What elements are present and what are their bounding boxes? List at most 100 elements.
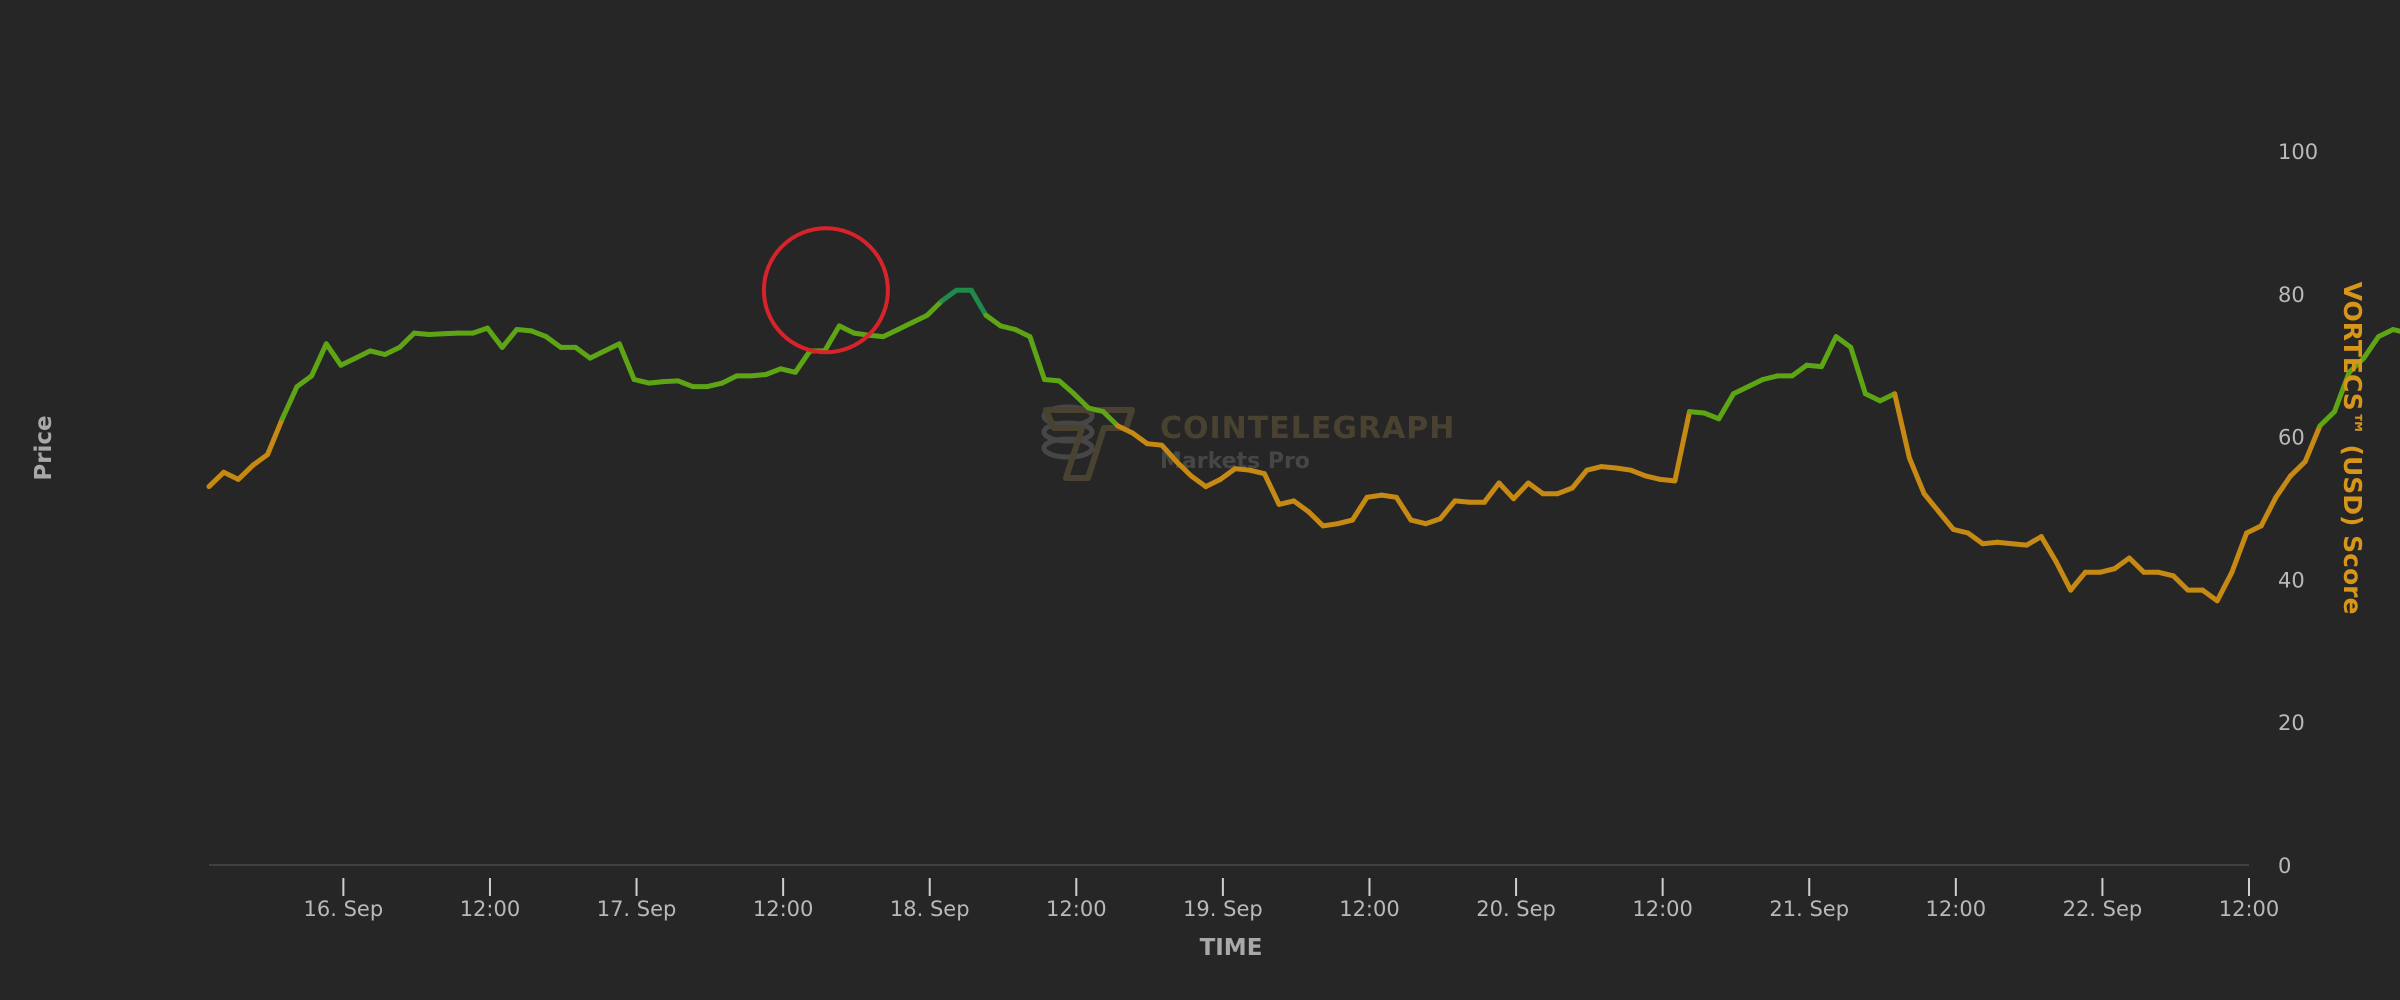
score-line-segment (924, 298, 945, 318)
score-point (560, 346, 562, 349)
score-line-segment (1056, 378, 1077, 397)
score-point (882, 335, 885, 338)
watermark-title: COINTELEGRAPH (1160, 411, 1455, 446)
score-point (1879, 400, 1881, 402)
score-line-segment (1291, 498, 1311, 515)
score-point (1498, 482, 1500, 484)
y-right-tick-label: 20 (2278, 711, 2305, 735)
score-line-segment (1086, 405, 1106, 415)
score-point (1439, 517, 1442, 520)
score-line-segment (616, 341, 637, 382)
score-point (1131, 432, 1134, 434)
score-line-segment (1569, 467, 1590, 491)
score-point (1395, 496, 1398, 499)
score-point (2128, 557, 2131, 559)
axes-layer: 16. Sep 12:00 17. Sep 12:00 18. Sep 12:00 19. … (209, 140, 2318, 921)
score-line-segment (2288, 459, 2308, 479)
score-line-segment (2346, 355, 2367, 375)
score-line-segment (1716, 391, 1736, 422)
score-point (1278, 503, 1280, 506)
score-line-segment (309, 341, 329, 379)
score-line-segment (294, 373, 315, 390)
score-point (398, 346, 401, 349)
score-point (1952, 528, 1955, 531)
score-line-segment (675, 378, 696, 390)
score-point (1820, 365, 1823, 368)
y-right-tick-label: 100 (2278, 140, 2318, 164)
score-line-segment (1261, 471, 1282, 507)
x-tick-label: 12:00 (1339, 897, 1400, 921)
score-point (1512, 497, 1515, 500)
score-point (1527, 482, 1530, 484)
score-line-segment (2244, 523, 2264, 536)
score-point (2069, 589, 2072, 591)
score-line-segment (1496, 480, 1517, 502)
score-point (310, 375, 313, 377)
score-line-segment (1701, 410, 1722, 422)
score-point (2363, 357, 2365, 359)
score-point (1014, 328, 1016, 331)
score-point (1688, 410, 1691, 413)
score-point (1454, 500, 1456, 502)
x-tick-label: 12:00 (2219, 897, 2280, 921)
score-point (1644, 475, 1647, 477)
score-line-segment (1950, 526, 1971, 536)
score-point (1073, 393, 1075, 395)
score-point (1762, 378, 1764, 381)
score-line-segment (1247, 467, 1267, 477)
score-line-segment (822, 323, 842, 354)
score-point (926, 314, 929, 317)
x-tick-label: 20. Sep (1476, 897, 1556, 921)
score-point (955, 289, 958, 292)
score-line-segment (1130, 430, 1150, 447)
score-line-segment (631, 377, 652, 386)
score-point (1249, 469, 1251, 472)
score-line-segment (2258, 494, 2279, 529)
score-line-segment (485, 325, 505, 350)
score-point (266, 453, 269, 456)
score-point (516, 328, 518, 331)
score-point (428, 333, 430, 336)
score-point (2260, 525, 2262, 527)
score-line-segment (1833, 334, 1854, 350)
score-point (442, 333, 445, 335)
score-point (1732, 393, 1735, 395)
score-line-segment (1643, 473, 1663, 482)
cointelegraph-logo-icon (1041, 404, 1135, 481)
score-line-segment (2038, 534, 2059, 564)
score-point (237, 478, 240, 481)
score-line-segment (1584, 464, 1605, 473)
score-point (1850, 346, 1852, 349)
score-point (1043, 378, 1046, 381)
score-line-segment (2170, 573, 2191, 593)
score-line-segment (1012, 327, 1033, 340)
score-point (941, 300, 943, 302)
score-point (1146, 442, 1148, 445)
score-point (1864, 393, 1867, 395)
score-point (1747, 385, 1749, 388)
score-point (354, 357, 357, 359)
y-right-tick-label: 0 (2278, 854, 2291, 878)
score-point (1718, 418, 1720, 420)
score-line-segment (323, 341, 344, 368)
score-point (1776, 375, 1779, 377)
score-line-segment (2332, 369, 2352, 415)
score-point (2011, 542, 2013, 545)
score-line-segment (2053, 559, 2074, 593)
score-point (2289, 475, 2292, 477)
score-point (604, 350, 606, 352)
score-point (1087, 407, 1090, 409)
score-point (1029, 335, 1031, 338)
score-line-segment (910, 312, 930, 325)
score-point (545, 335, 547, 338)
score-line-segment (1481, 480, 1502, 505)
score-point (985, 314, 987, 317)
score-line-segment (2361, 334, 2381, 361)
score-point (1336, 522, 1339, 525)
score-point (1556, 492, 1559, 495)
score-line-segment (704, 380, 725, 390)
score-point (1366, 496, 1368, 499)
score-point (1322, 525, 1324, 527)
score-point (340, 364, 342, 367)
score-line-segment (499, 327, 520, 350)
